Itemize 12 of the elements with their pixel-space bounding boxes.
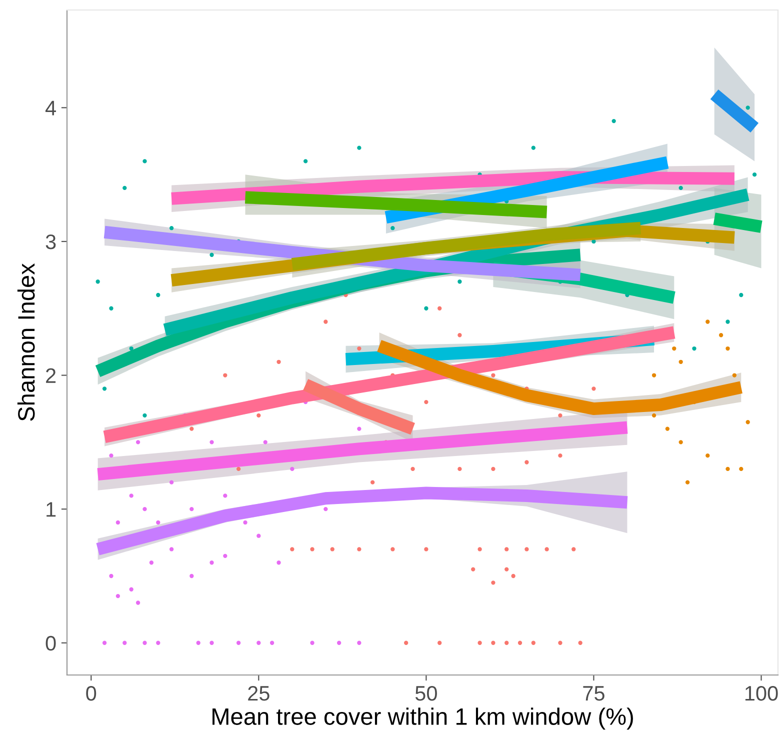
x-tick-label: 75: [583, 686, 604, 701]
x-tick-label: 100: [745, 686, 778, 701]
x-tick-label: 25: [248, 686, 270, 701]
y-tick-label: 0: [46, 636, 56, 651]
x-tick-label: 0: [86, 686, 96, 701]
y-axis-title: Shannon Index: [17, 263, 35, 421]
x-tick-label: 50: [415, 686, 437, 701]
y-tick-label: 2: [46, 368, 56, 383]
x-axis-title: Mean tree cover within 1 km window (%): [212, 708, 633, 730]
y-tick-label: 4: [45, 100, 56, 116]
y-tick-label: 1: [46, 502, 56, 517]
y-tick-label: 3: [46, 234, 56, 250]
